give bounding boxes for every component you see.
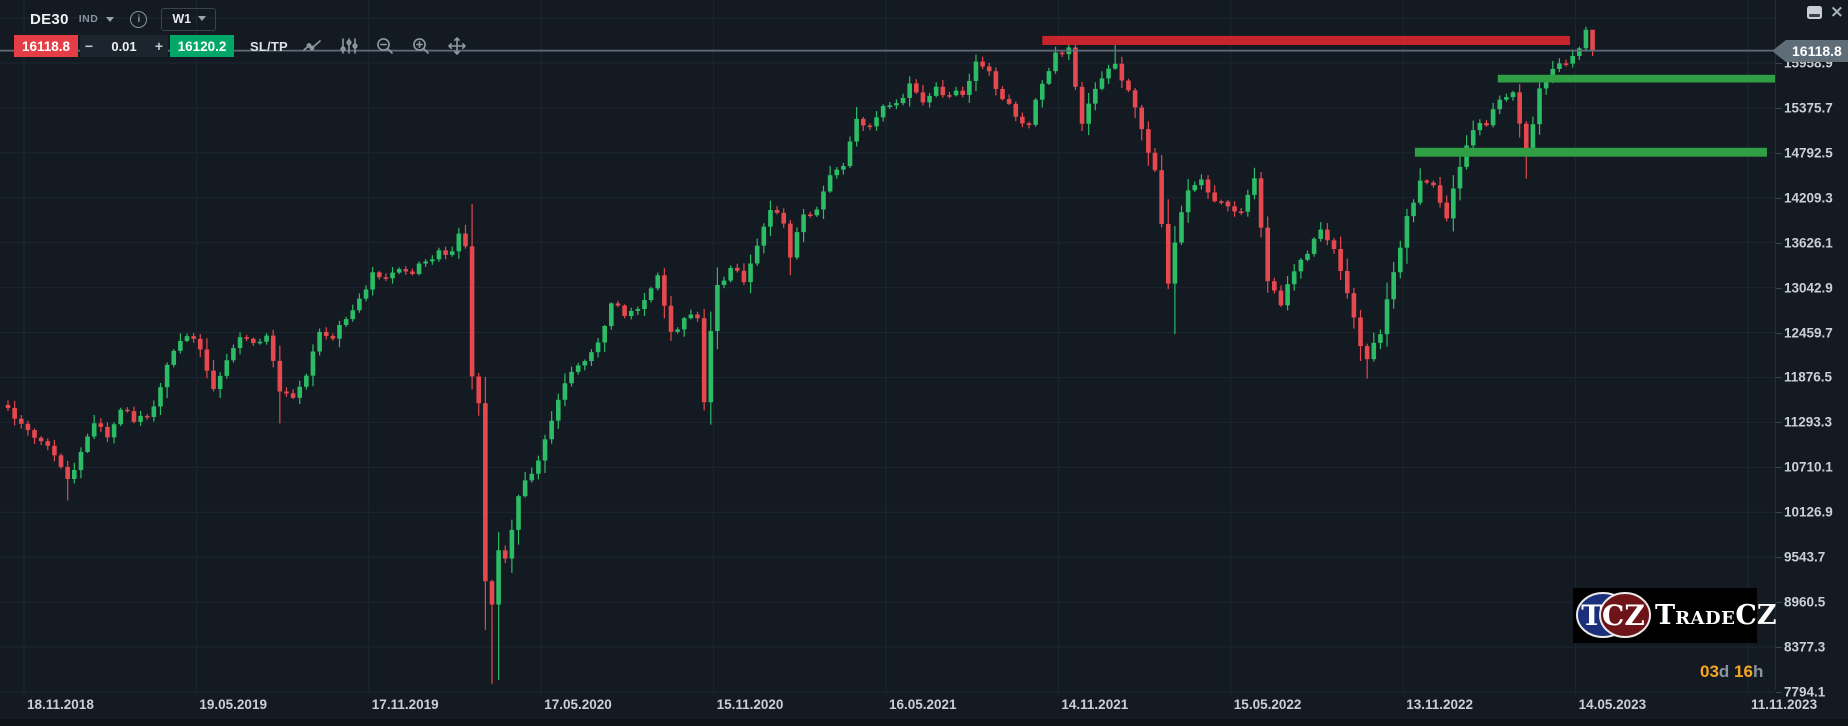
symbol-name[interactable]: DE30	[30, 10, 69, 28]
market-close-countdown: 03d 16h	[1700, 662, 1763, 682]
price-tick-label: 13042.9	[1784, 280, 1833, 296]
price-tick-label: 8377.3	[1784, 639, 1826, 655]
logo-monogram: TCZ	[1581, 599, 1645, 632]
price-tick-label: 14209.3	[1784, 190, 1833, 206]
price-tick-mark	[1776, 332, 1782, 334]
price-tick-label: 11293.3	[1784, 414, 1833, 430]
price-tick-label: 8960.5	[1784, 594, 1826, 610]
price-tick-mark	[1776, 691, 1782, 693]
sltp-toggle[interactable]: SL/TP	[250, 38, 288, 54]
price-tick-mark	[1776, 197, 1782, 199]
volume-stepper: − 0.01 +	[80, 35, 168, 57]
window-controls: ×	[1806, 2, 1844, 22]
zoom-out-icon[interactable]	[374, 35, 396, 57]
volume-decrease-button[interactable]: −	[84, 38, 94, 54]
price-tick-mark	[1776, 467, 1782, 469]
price-tick-label: 11876.5	[1784, 369, 1833, 385]
info-icon[interactable]: i	[130, 10, 148, 28]
time-axis[interactable]: 18.11.2018 19.05.2019 17.11.2019 17.05.2020…	[0, 690, 1848, 726]
price-tick-mark	[1776, 377, 1782, 379]
price-tick-label: 10710.1	[1784, 459, 1833, 475]
date-tick-label: 14.11.2021	[1061, 697, 1129, 712]
volume-input[interactable]: 0.01	[111, 38, 137, 54]
price-tick-label: 12459.7	[1784, 325, 1833, 341]
price-tick-mark	[1776, 152, 1782, 154]
price-tick-label: 7794.1	[1784, 684, 1826, 700]
price-tick-label: 13626.1	[1784, 235, 1833, 251]
date-tick-label: 15.05.2022	[1233, 697, 1302, 712]
price-tick-mark	[1776, 557, 1782, 559]
date-tick-label: 13.11.2022	[1406, 697, 1474, 712]
price-tag-value: 16118.8	[1792, 42, 1842, 59]
price-tick-label: 14792.5	[1784, 145, 1833, 161]
price-tick-mark	[1776, 287, 1782, 289]
date-tick-label: 15.11.2020	[716, 697, 784, 712]
buy-button[interactable]: 16120.2	[170, 35, 234, 57]
price-tick-label: 15375.7	[1784, 100, 1833, 116]
price-tag-shape	[1772, 39, 1848, 62]
tradecz-logo-icon: TCZ	[1573, 588, 1653, 643]
price-tick-mark	[1776, 512, 1782, 514]
date-tick-label: 17.11.2019	[371, 697, 439, 712]
current-price-tag: 16118.8	[1772, 39, 1848, 63]
logo-wordmark: TRADECZ	[1655, 600, 1777, 631]
price-tick-label: 9543.7	[1784, 549, 1826, 565]
price-axis[interactable]: 15958.9 15375.7 14792.5 14209.3 13626.1 13042…	[1775, 0, 1848, 699]
date-tick-label: 11.11.2023	[1751, 697, 1818, 712]
volume-increase-button[interactable]: +	[154, 38, 164, 54]
countdown-days-unit: d	[1718, 662, 1735, 681]
minimize-icon[interactable]	[1806, 5, 1822, 19]
instrument-header: DE30 IND i W1	[0, 6, 217, 32]
trendline-icon[interactable]	[302, 35, 324, 57]
price-tick-mark	[1776, 107, 1782, 109]
close-icon[interactable]: ×	[1829, 2, 1844, 22]
date-tick-label: 19.05.2019	[199, 697, 267, 712]
price-tick-mark	[1776, 62, 1782, 64]
date-tick-label: 16.05.2021	[889, 697, 957, 712]
timeframe-label: W1	[172, 11, 192, 26]
date-tick-label: 17.05.2020	[544, 697, 612, 712]
price-tick-label: 10126.9	[1784, 504, 1833, 520]
timeframe-selector[interactable]: W1	[161, 7, 217, 31]
timeframe-caret-icon	[198, 16, 207, 21]
tradecz-watermark: TCZ TRADECZ	[1573, 588, 1777, 643]
price-tick-mark	[1776, 602, 1782, 604]
date-tick-label: 18.11.2018	[27, 697, 94, 712]
price-tick-mark	[1776, 647, 1782, 649]
countdown-hours-unit: h	[1752, 662, 1764, 681]
zoom-in-icon[interactable]	[410, 35, 432, 57]
price-tick-mark	[1776, 242, 1782, 244]
pan-move-icon[interactable]	[446, 35, 468, 57]
indicators-icon[interactable]	[338, 35, 360, 57]
date-tick-label: 14.05.2023	[1578, 697, 1647, 712]
price-tick-mark	[1776, 422, 1782, 424]
symbol-dropdown-caret-icon[interactable]	[106, 16, 115, 22]
bottom-bar	[0, 719, 1848, 726]
countdown-hours: 16	[1734, 662, 1753, 681]
countdown-days: 03	[1700, 662, 1719, 681]
trade-toolbar: 16118.8 − 0.01 + 16120.2 SL/TP	[0, 35, 468, 57]
instrument-type-label: IND	[78, 13, 99, 25]
sell-button[interactable]: 16118.8	[14, 35, 78, 57]
